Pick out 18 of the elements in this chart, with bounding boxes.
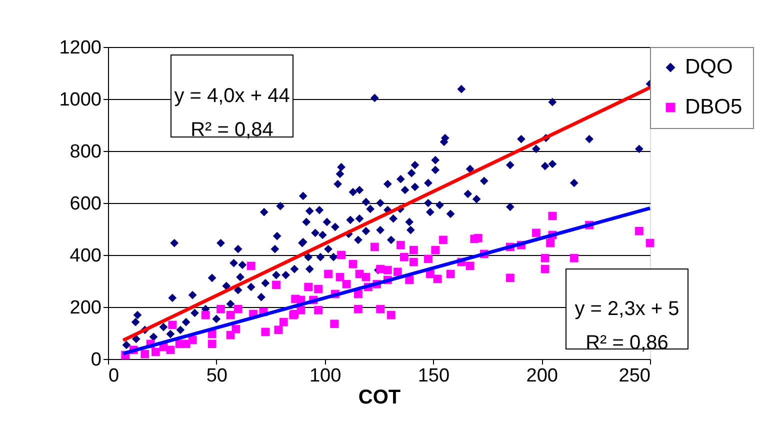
y-tick-label: 1000 <box>59 90 102 110</box>
x-tick-label: 100 <box>309 366 342 386</box>
y-tick-label: 600 <box>70 194 102 214</box>
y-tick-label: 0 <box>90 350 102 370</box>
y-tick-label: 1200 <box>59 38 102 58</box>
annotation: y = 4,0x + 44 R² = 0,84 <box>174 85 290 141</box>
x-tick-label: 150 <box>418 366 450 386</box>
y-tick-label: 200 <box>70 298 102 318</box>
x-axis-title: COT <box>358 386 401 408</box>
y-tick-label: 400 <box>70 246 102 266</box>
x-tick-label: 200 <box>526 366 558 386</box>
x-tick-label: 0 <box>108 366 120 386</box>
y-tick-label: 800 <box>70 142 102 162</box>
annotation: y = 2,3x + 5 R² = 0,86 <box>574 298 680 354</box>
legend-label: DQO <box>685 56 733 78</box>
x-tick-label: 250 <box>618 366 650 386</box>
legend-label: DBO5 <box>685 96 742 118</box>
x-tick-label: 50 <box>206 366 228 386</box>
